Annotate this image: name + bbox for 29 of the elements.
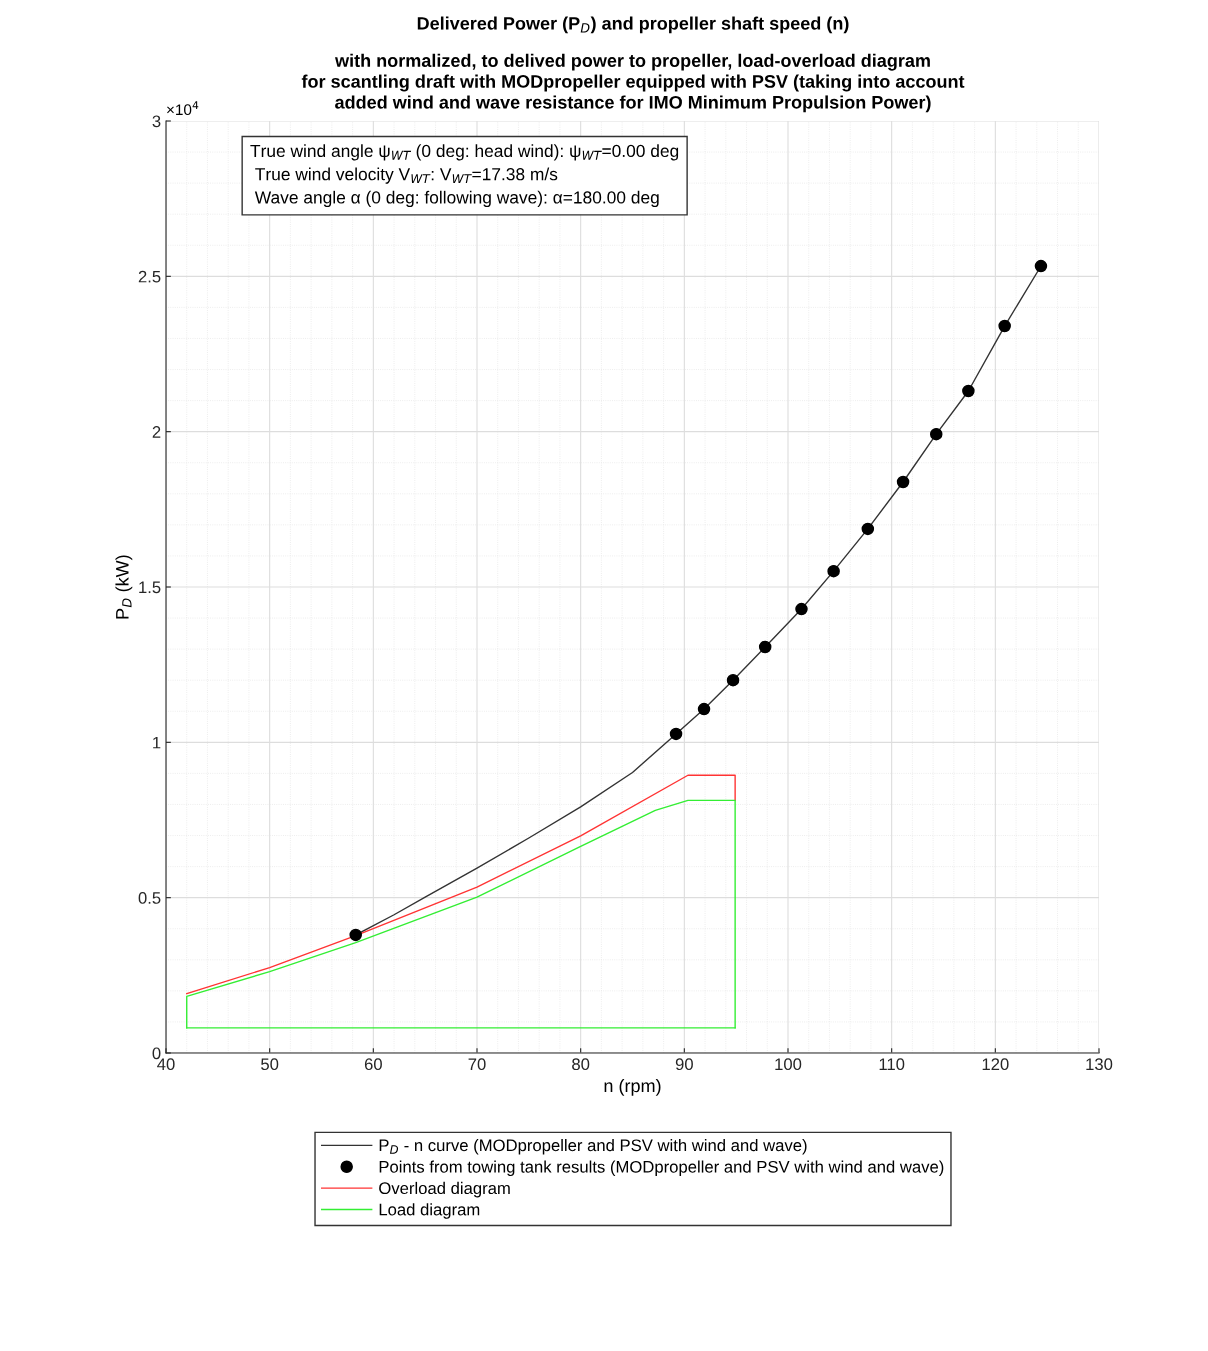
x-tick-label: 70 [468, 1058, 486, 1071]
annotation: True wind velocity V$_{WT}$: V$_{WT}$=17.38 m/s [255, 167, 558, 184]
x-tick-label: 90 [675, 1058, 693, 1071]
legend-label: Points from towing tank results (MODpropeller and PSV with wind and wave) [379, 1160, 944, 1177]
x-axis-title: n (rpm) [604, 1078, 661, 1096]
y-axis-title: P$_{D}$ (kW) [115, 555, 133, 619]
x-tick-label: 60 [364, 1058, 382, 1071]
x-tick-label: 120 [982, 1058, 1009, 1071]
x-tick-label: 40 [157, 1058, 175, 1071]
y-tick-label: 2.5 [138, 270, 161, 283]
y-tick-label: 1.5 [139, 581, 161, 594]
y-tick-label: 1 [153, 736, 161, 749]
legend-label: P$_{D}$ - n curve (MODpropeller and PSV with wind and wave) [379, 1139, 807, 1155]
x-tick-label: 80 [572, 1058, 590, 1071]
x-tick-label: 50 [261, 1058, 279, 1071]
legend-label: Load diagram [379, 1203, 480, 1219]
y-tick-label: 0 [152, 1047, 161, 1060]
legend-label: Overload diagram [379, 1181, 510, 1198]
annotation: Wave angle α (0 deg: following wave): α=180.00 deg [254, 190, 659, 208]
chart-title: Delivered Power (P$_{D}$) and propeller shaft speed (n) [417, 16, 849, 34]
chart-subtitle: with normalized, to delived power to propeller, load-overload diagram for scantling draft with MODpropeller equipped with PSV (taking into account added wind and wave resistance for IMO Minimum Propulsion Power) [301, 53, 965, 113]
x-tick-label: 100 [775, 1058, 802, 1071]
x-tick-label: 110 [879, 1058, 905, 1071]
x-tick-label: 130 [1086, 1058, 1113, 1071]
y-tick-label: 2 [152, 426, 161, 438]
y-tick-label: 3 [152, 115, 161, 128]
annotation: True wind angle ψ$_{WT}$ (0 deg: head wind): ψ$_{WT}$=0.00 deg [250, 144, 679, 161]
y-tick-label: 0.5 [138, 892, 161, 904]
text: ×10$^{4}$ [167, 101, 199, 116]
